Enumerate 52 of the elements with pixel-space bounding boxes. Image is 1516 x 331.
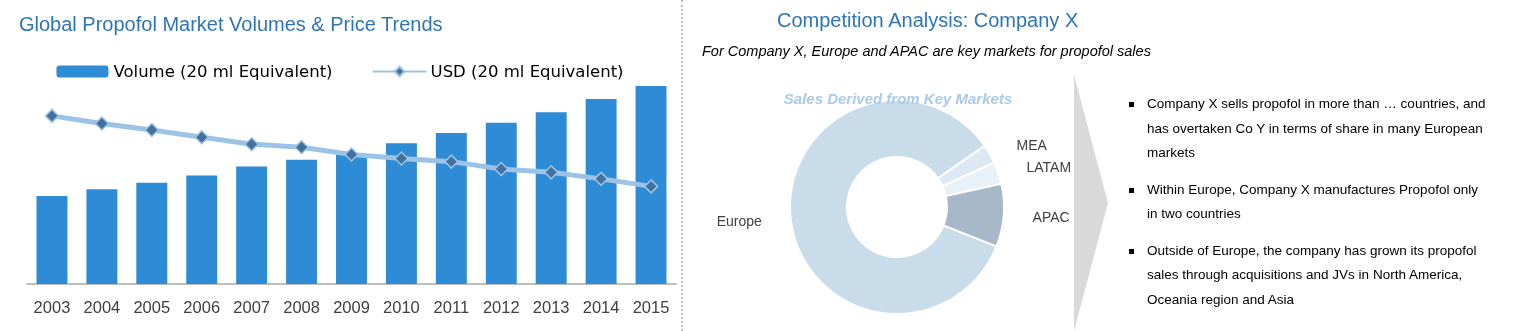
point xyxy=(593,171,609,187)
text: Competition Analysis: Company X xyxy=(777,9,1079,32)
x-tick-label: 2006 xyxy=(183,297,221,316)
text: Company X sells propofol in more than … countries, and has overtaken Co Y in terms of share in many European markets xyxy=(1146,95,1487,162)
bar xyxy=(336,155,367,284)
point xyxy=(344,147,359,162)
bar xyxy=(236,166,268,284)
x-tick-label: 2014 xyxy=(582,297,620,316)
point xyxy=(244,136,259,152)
text: Outside of Europe, the company has grown its propofol sales through acquisitions and JVs in North America, Oceania region and Asia xyxy=(1146,241,1478,309)
x-tick-label: 2011 xyxy=(433,297,470,316)
text: For Company X, Europe and APAC are key markets for propofol sales xyxy=(702,43,1151,59)
bar xyxy=(385,143,417,284)
point xyxy=(543,165,559,180)
x-tick-label: 2004 xyxy=(83,297,121,316)
legend-label: USD (20 ml Equivalent) xyxy=(430,62,624,81)
bar xyxy=(136,182,168,284)
x-tick-label: 2013 xyxy=(532,297,570,316)
bar xyxy=(435,132,467,284)
chart-title: Global Propofol Market Volumes & Price Trends xyxy=(19,13,443,35)
bar xyxy=(635,86,667,284)
chart-title: Sales Derived from Key Markets xyxy=(783,90,1013,107)
x-tick-label: 2007 xyxy=(233,297,271,316)
point xyxy=(294,139,309,155)
slice-label: MEA xyxy=(1016,137,1048,154)
x-tick-label: 2008 xyxy=(283,297,320,316)
point xyxy=(444,154,459,169)
point xyxy=(44,108,60,124)
point xyxy=(194,130,209,145)
point xyxy=(144,122,160,138)
slice-label: APAC xyxy=(1032,208,1070,225)
x-tick-label: 2010 xyxy=(383,297,420,316)
point xyxy=(494,161,509,177)
x-tick-label: 2015 xyxy=(632,297,670,316)
x-tick-label: 2012 xyxy=(482,297,520,316)
x-tick-label: 2003 xyxy=(33,297,71,316)
legend-label: Volume (20 ml Equivalent) xyxy=(113,62,333,81)
bar xyxy=(36,195,68,284)
x-tick-label: 2009 xyxy=(333,297,370,316)
bar xyxy=(86,189,118,284)
bar xyxy=(286,159,318,284)
bar xyxy=(585,99,617,284)
point xyxy=(94,116,110,131)
slice-label: LATAM xyxy=(1026,159,1072,176)
bar xyxy=(535,112,567,284)
text: Within Europe, Company X manufactures Propofol only in two countries xyxy=(1146,180,1479,223)
x-tick-label: 2005 xyxy=(133,297,171,316)
point xyxy=(643,179,659,194)
bar xyxy=(485,122,517,284)
slice-label: Europe xyxy=(716,213,763,230)
bar xyxy=(186,175,218,284)
point xyxy=(394,151,409,166)
